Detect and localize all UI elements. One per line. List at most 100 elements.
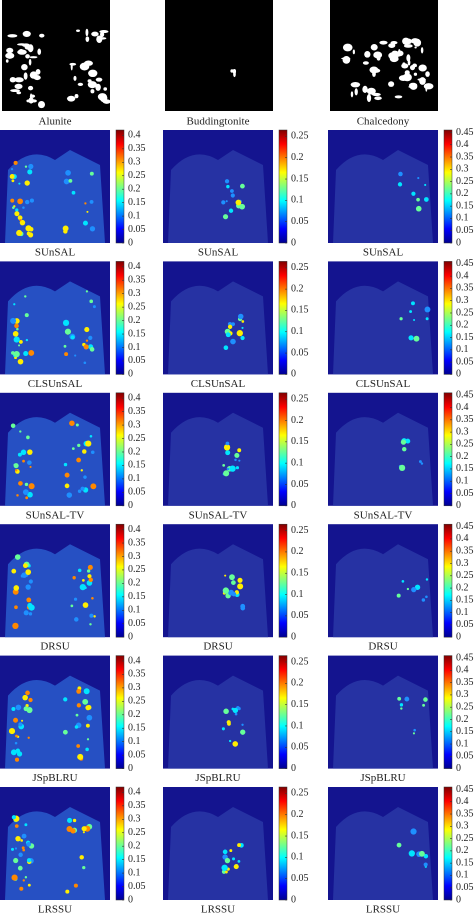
blob xyxy=(401,63,409,69)
colorbar-tick-label: 0.4 xyxy=(128,524,141,535)
terrain xyxy=(5,412,105,506)
colorbar-tick-label: 0 xyxy=(128,763,133,774)
method-label: SUnSAL-TV xyxy=(26,509,85,521)
hotspot xyxy=(25,569,32,575)
blob xyxy=(420,47,424,54)
hotspot xyxy=(413,318,416,321)
method-label: SUnSAL xyxy=(198,247,239,259)
blob xyxy=(74,94,79,99)
method-label: LRSSU xyxy=(366,904,400,914)
hotspot xyxy=(12,622,19,630)
abundance-map xyxy=(163,261,273,375)
colorbar-tick-label: 0 xyxy=(291,237,296,248)
colorbar-tick-label: 0.05 xyxy=(456,882,474,893)
blob xyxy=(423,83,434,90)
hotspot xyxy=(25,338,29,342)
hotspot xyxy=(17,865,23,871)
hotspot xyxy=(232,741,239,747)
hotspot xyxy=(239,203,246,210)
colorbar-tick-label: 0.35 xyxy=(128,537,146,548)
hotspot xyxy=(24,295,27,298)
colorbar-tick-label: 0.05 xyxy=(128,881,146,892)
colorbar-tick-label: 0 xyxy=(128,500,133,511)
terrain xyxy=(168,807,268,900)
colorbar-tick-label: 0.4 xyxy=(128,392,141,403)
colorbar-tick-label: 0.1 xyxy=(128,605,141,616)
hotspot xyxy=(68,178,73,183)
hotspot xyxy=(17,198,24,205)
hotspot xyxy=(86,210,89,213)
colorbar xyxy=(278,655,288,769)
blob xyxy=(99,94,108,103)
hotspot xyxy=(236,330,243,337)
blob xyxy=(5,59,9,63)
colorbar-tick-label: 0.45 xyxy=(456,127,474,138)
hotspot xyxy=(16,327,19,331)
hotspot xyxy=(25,584,31,590)
abundance-map xyxy=(163,655,273,769)
colorbar-tick-label: 0.1 xyxy=(456,607,469,618)
colorbar-tick-label: 0.1 xyxy=(456,476,469,487)
hotspot xyxy=(87,564,93,570)
terrain xyxy=(333,150,433,243)
hotspot xyxy=(227,324,233,329)
hotspot xyxy=(21,833,27,839)
hotspot xyxy=(28,612,33,616)
hotspot xyxy=(402,446,407,452)
hotspot xyxy=(79,584,86,591)
colorbar-tick-label: 0.25 xyxy=(291,788,309,799)
colorbar-tick-label: 0.1 xyxy=(291,852,304,863)
colorbar-tick-label: 0.3 xyxy=(128,157,141,168)
colorbar-tick-label: 0.2 xyxy=(456,320,469,331)
colorbar-tick-label: 0.35 xyxy=(456,283,474,294)
hotspot xyxy=(17,215,23,221)
colorbar-tick-label: 0.2 xyxy=(456,451,469,462)
hotspot xyxy=(10,168,14,171)
colorbar-tick-label: 0.15 xyxy=(128,854,146,865)
blob xyxy=(425,83,428,92)
blob xyxy=(83,60,93,66)
blob xyxy=(73,75,77,81)
hotspot xyxy=(228,208,234,213)
blob xyxy=(230,69,234,73)
colorbar-tick-label: 0.05 xyxy=(128,355,146,366)
hotspot xyxy=(65,169,71,176)
colorbar-tick-label: 0.2 xyxy=(291,415,304,426)
hotspot xyxy=(26,597,32,603)
colorbar-tick-label: 0.2 xyxy=(291,152,304,163)
hotspot xyxy=(225,200,228,203)
colorbar-tick-label: 0.1 xyxy=(128,473,141,484)
reference-map xyxy=(165,0,273,111)
hotspot xyxy=(240,603,246,609)
hotspot xyxy=(401,580,405,583)
blob xyxy=(370,44,378,51)
colorbar-tick-label: 0.45 xyxy=(456,258,474,269)
blob xyxy=(425,71,430,77)
hotspot xyxy=(222,214,229,220)
colorbar-tick-label: 0.35 xyxy=(128,800,146,811)
colorbar-tick-label: 0.15 xyxy=(456,463,474,474)
hotspot xyxy=(82,449,87,454)
hotspot xyxy=(414,584,421,590)
blob xyxy=(103,87,108,91)
colorbar xyxy=(278,261,288,375)
colorbar xyxy=(443,261,453,375)
hotspot xyxy=(225,450,231,456)
method-label: JSpBLRU xyxy=(360,772,405,784)
hotspot xyxy=(82,831,85,834)
hotspot xyxy=(63,697,68,702)
colorbar-tick-label: 0.4 xyxy=(128,787,141,798)
blob xyxy=(22,30,31,38)
colorbar-tick-label: 0.15 xyxy=(291,436,309,447)
hotspot xyxy=(11,815,17,820)
colorbar-tick-label: 0.2 xyxy=(128,183,141,194)
blob xyxy=(26,99,30,103)
blob xyxy=(91,31,99,37)
blob xyxy=(403,44,413,48)
hotspot xyxy=(72,576,76,580)
hotspot xyxy=(225,332,231,338)
terrain xyxy=(168,412,268,506)
hotspot xyxy=(413,335,420,342)
hotspot xyxy=(225,441,230,446)
hotspot xyxy=(71,190,76,195)
